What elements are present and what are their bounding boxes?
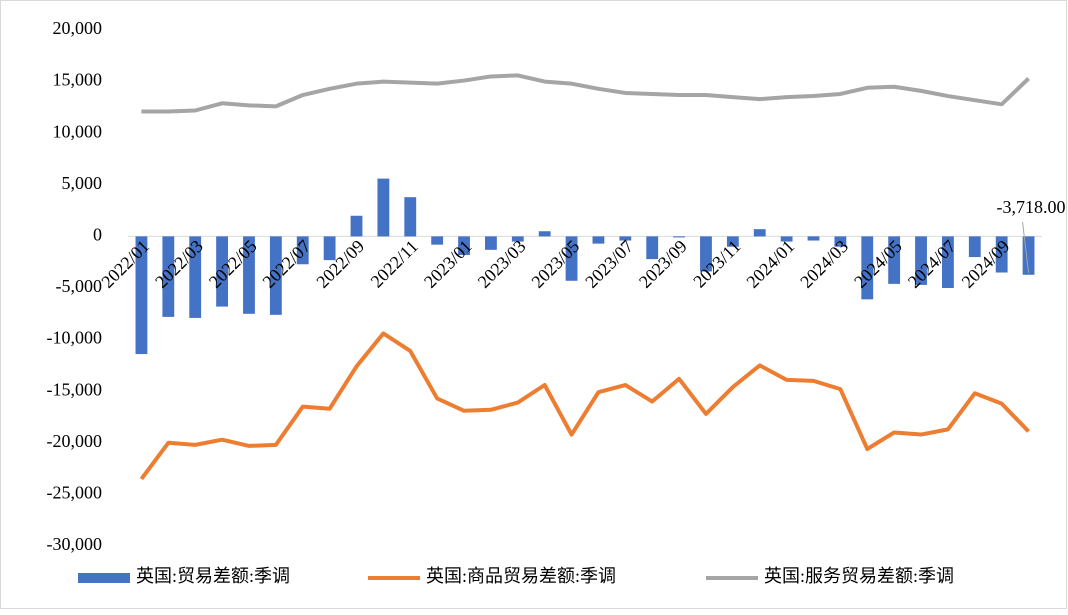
bar bbox=[135, 236, 148, 355]
bar bbox=[350, 215, 363, 237]
bar bbox=[1022, 236, 1035, 275]
y-tick-label: 20,000 bbox=[53, 18, 103, 38]
bar bbox=[377, 178, 390, 237]
bar bbox=[431, 236, 444, 245]
label-leader bbox=[1022, 221, 1030, 273]
bar bbox=[941, 236, 954, 288]
legend-label: 英国:服务贸易差额:季调 bbox=[764, 566, 954, 586]
bar bbox=[511, 236, 524, 242]
bar bbox=[592, 236, 605, 244]
line-series bbox=[139, 331, 1030, 481]
bar bbox=[323, 236, 336, 261]
bar bbox=[780, 236, 793, 242]
bar bbox=[753, 229, 766, 237]
y-tick-label: -30,000 bbox=[47, 534, 103, 554]
bar bbox=[995, 236, 1008, 273]
bar bbox=[619, 236, 632, 241]
data-label: -3,718.00 bbox=[997, 197, 1066, 217]
bar bbox=[807, 236, 820, 241]
bar bbox=[484, 236, 497, 250]
bar bbox=[646, 236, 659, 260]
y-tick-label: -5,000 bbox=[56, 276, 103, 296]
y-tick-label: 10,000 bbox=[53, 121, 103, 141]
y-tick-label: -10,000 bbox=[47, 328, 103, 348]
legend-swatch bbox=[78, 573, 130, 583]
bar bbox=[834, 236, 847, 247]
bar bbox=[538, 231, 551, 237]
bar bbox=[888, 236, 901, 284]
bar bbox=[243, 236, 255, 314]
bar bbox=[189, 236, 202, 318]
bar bbox=[565, 236, 578, 281]
y-tick-label: 5,000 bbox=[62, 173, 103, 193]
bar bbox=[915, 236, 927, 285]
line-series bbox=[141, 73, 1030, 114]
legend-label: 英国:贸易差额:季调 bbox=[136, 566, 290, 586]
bar bbox=[673, 236, 686, 238]
y-tick-label: -25,000 bbox=[47, 483, 103, 503]
bar bbox=[861, 236, 874, 300]
bar bbox=[458, 236, 470, 255]
bar bbox=[968, 236, 981, 258]
bar bbox=[162, 236, 175, 317]
y-tick-label: -15,000 bbox=[47, 379, 103, 399]
y-tick-label: 15,000 bbox=[53, 70, 103, 90]
bar bbox=[700, 236, 712, 272]
bar bbox=[296, 236, 309, 265]
bar bbox=[269, 236, 282, 315]
y-tick-label: 0 bbox=[93, 225, 102, 245]
legend-label: 英国:商品贸易差额:季调 bbox=[426, 566, 616, 586]
bar bbox=[404, 197, 417, 237]
bar bbox=[726, 236, 739, 247]
y-tick-label: -20,000 bbox=[47, 431, 103, 451]
bar bbox=[216, 236, 229, 307]
